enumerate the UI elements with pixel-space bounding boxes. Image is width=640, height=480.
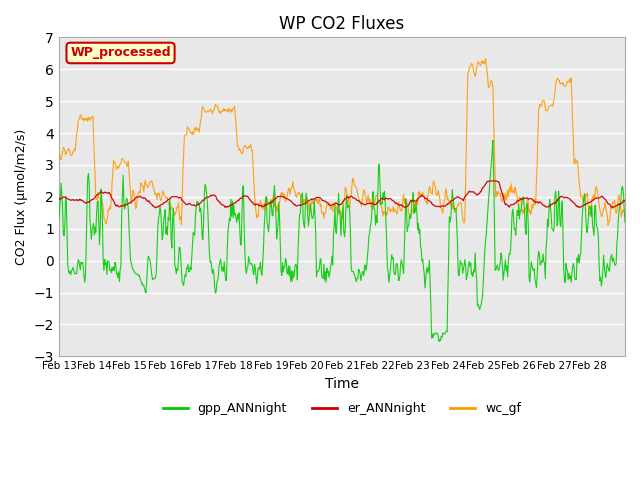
Line: wc_gf: wc_gf	[59, 59, 625, 225]
Y-axis label: CO2 Flux (μmol/m2/s): CO2 Flux (μmol/m2/s)	[15, 129, 28, 265]
wc_gf	[604, 222, 612, 228]
er_ANNnight	[55, 196, 63, 202]
gpp_ANNnight	[225, 216, 233, 221]
er_ANNnight	[122, 202, 129, 207]
er_ANNnight	[401, 204, 408, 210]
wc_gf	[482, 56, 490, 61]
gpp_ANNnight	[621, 219, 629, 225]
wc_gf	[275, 200, 283, 205]
Legend: gpp_ANNnight, er_ANNnight, wc_gf: gpp_ANNnight, er_ANNnight, wc_gf	[157, 397, 526, 420]
Text: WP_processed: WP_processed	[70, 47, 171, 60]
er_ANNnight	[485, 178, 493, 184]
wc_gf	[122, 159, 129, 165]
Line: gpp_ANNnight: gpp_ANNnight	[59, 140, 625, 341]
er_ANNnight	[432, 204, 440, 209]
wc_gf	[621, 213, 629, 219]
er_ANNnight	[275, 194, 283, 200]
er_ANNnight	[225, 203, 233, 209]
er_ANNnight	[253, 202, 261, 207]
gpp_ANNnight	[253, 274, 261, 280]
gpp_ANNnight	[435, 338, 443, 344]
er_ANNnight	[621, 199, 629, 204]
wc_gf	[55, 149, 63, 155]
wc_gf	[253, 212, 261, 218]
er_ANNnight	[609, 205, 617, 211]
wc_gf	[401, 201, 408, 206]
gpp_ANNnight	[55, 216, 63, 222]
wc_gf	[432, 191, 440, 196]
gpp_ANNnight	[489, 137, 497, 143]
X-axis label: Time: Time	[325, 377, 359, 391]
gpp_ANNnight	[275, 200, 283, 205]
Line: er_ANNnight: er_ANNnight	[59, 181, 625, 208]
Title: WP CO2 Fluxes: WP CO2 Fluxes	[279, 15, 404, 33]
gpp_ANNnight	[401, 246, 408, 252]
wc_gf	[225, 108, 233, 114]
gpp_ANNnight	[122, 204, 129, 209]
gpp_ANNnight	[432, 330, 440, 336]
